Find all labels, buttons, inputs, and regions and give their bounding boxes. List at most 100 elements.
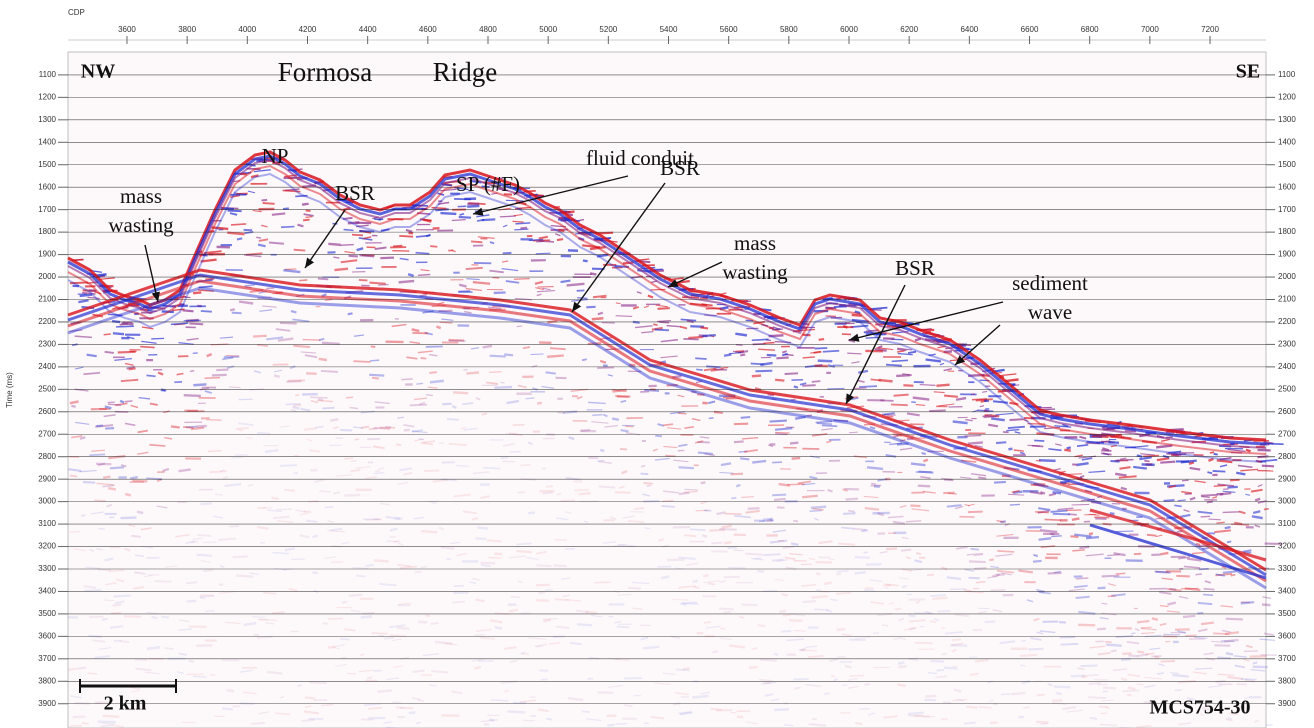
reflection [1010,504,1020,505]
reflection [867,467,883,469]
reflection [354,361,371,362]
reflection [1172,675,1188,677]
annotation: BSR [335,181,375,205]
reflection [1116,460,1133,461]
reflection [284,490,295,491]
reflection [720,628,725,629]
reflection [811,596,827,597]
reflection [104,334,111,335]
reflection [583,260,588,261]
reflection [1201,623,1214,625]
reflection [482,413,487,414]
x-tick-label: 5800 [780,25,798,34]
reflection [441,715,459,716]
reflection [305,697,315,698]
reflection [280,465,297,466]
reflection [303,220,309,221]
reflection [129,368,136,369]
y-tick-label-right: 2400 [1278,362,1296,371]
y-tick-label-right: 3400 [1278,587,1296,596]
reflection [696,369,703,370]
reflection [676,669,689,670]
reflection [349,256,358,257]
reflection [579,493,591,494]
reflection [474,667,480,669]
reflection [641,466,645,467]
reflection [1227,487,1237,488]
reflection [189,660,194,662]
y-tick-label-right: 1600 [1278,182,1296,191]
reflection [1020,453,1024,454]
reflection [125,494,131,496]
reflection [251,723,265,724]
reflection [628,588,641,589]
reflection [440,322,453,323]
reflection [1164,500,1175,501]
reflection [735,334,747,336]
reflection [1216,522,1224,523]
reflection [515,223,530,224]
reflection [1226,653,1233,654]
reflection [783,615,791,616]
reflection [1088,697,1106,698]
reflection [1010,419,1023,420]
reflection [911,464,925,466]
y-tick-label-right: 2500 [1278,384,1296,393]
y-tick-label: 2600 [38,407,56,416]
reflection [612,419,619,420]
reflection [781,594,788,595]
reflection [589,658,599,659]
reflection [855,723,862,724]
reflection [659,539,664,540]
reflection [944,396,958,397]
reflection [271,498,278,499]
reflection [473,282,490,284]
reflection [321,705,333,706]
reflection [952,639,961,640]
reflection [269,242,284,243]
reflection [322,343,340,344]
y-tick-label: 1400 [38,137,56,146]
y-tick-label: 3900 [38,699,56,708]
y-tick-label-right: 1800 [1278,227,1296,236]
reflection [1001,694,1011,695]
reflection [719,529,736,530]
reflection [871,379,882,380]
reflection [1183,616,1195,617]
reflection [812,381,821,382]
reflection [478,527,489,528]
reflection [466,372,479,373]
reflection [1194,637,1207,638]
reflection [352,568,368,569]
reflection [1076,578,1089,579]
reflection [1121,488,1127,489]
reflection [102,619,108,620]
reflection [667,560,684,561]
reflection [845,666,852,668]
reflection [725,514,742,515]
reflection [348,313,353,314]
reflection [399,236,413,237]
reflection [853,529,866,530]
reflection [1174,505,1181,506]
reflection [1056,693,1062,694]
reflection [854,388,866,389]
reflection [135,659,147,660]
reflection [1223,512,1240,513]
reflection [752,376,761,377]
reflection [384,638,394,639]
reflection [1077,668,1084,669]
reflection [543,492,553,493]
reflection [346,397,353,398]
reflection [1100,724,1117,725]
reflection [517,326,523,327]
x-tick-label: 5200 [599,25,617,34]
reflection [147,647,160,649]
reflection [230,309,235,310]
reflection [615,724,627,725]
reflection [1152,618,1158,620]
annotation: SP (#F) [456,172,520,196]
reflection [643,647,659,648]
annotation: 2 km [104,693,147,715]
reflection [711,543,722,544]
